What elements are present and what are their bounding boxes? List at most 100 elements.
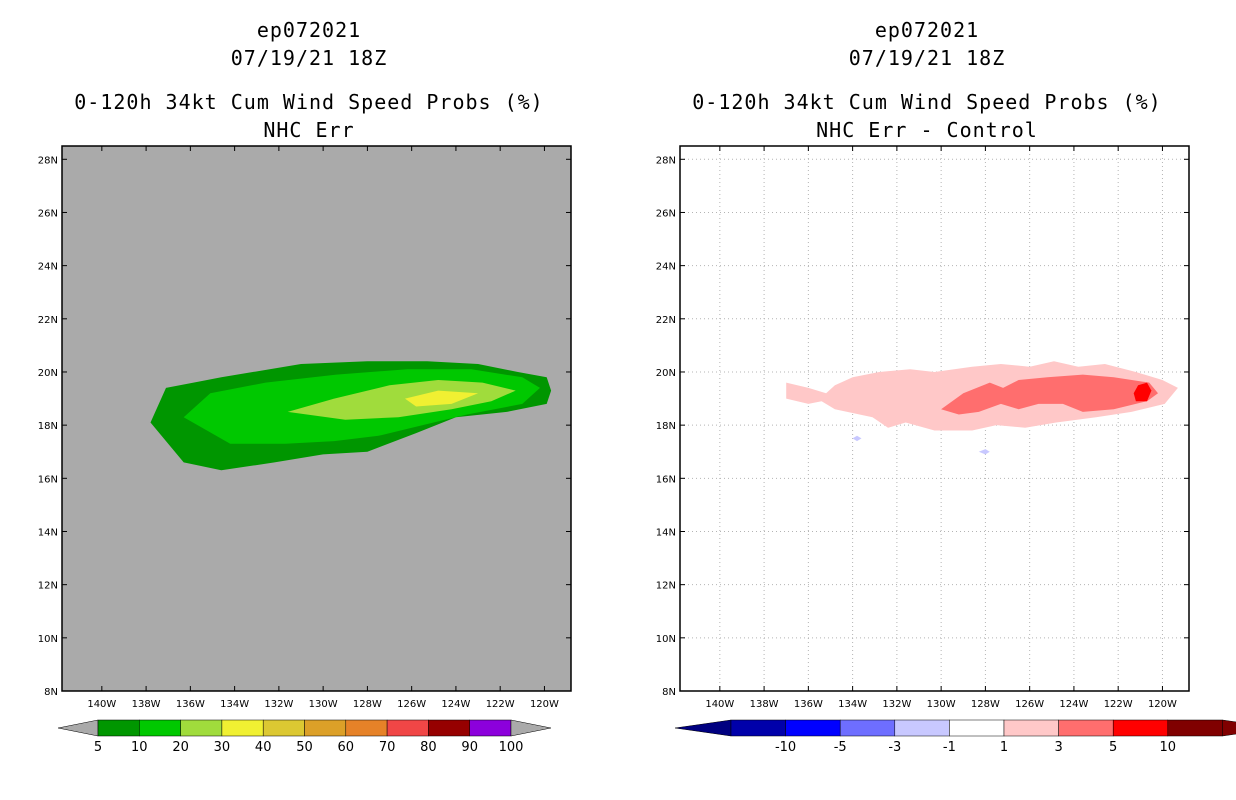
chart-subtitle: NHC Err xyxy=(263,118,355,142)
y-tick-label: 18N xyxy=(38,421,58,432)
plot-frame xyxy=(679,145,1190,692)
y-tick-label: 22N xyxy=(656,315,676,326)
y-tick-label: 10N xyxy=(38,634,58,645)
colorbar-label: 5 xyxy=(1109,740,1117,755)
colorbar-box xyxy=(97,719,140,737)
colorbar-label: 5 xyxy=(94,740,102,755)
colorbar-label: 50 xyxy=(296,740,313,755)
datetime-title: 07/19/21 18Z xyxy=(230,46,388,70)
x-tick-label: 140W xyxy=(705,699,734,710)
colorbar-box xyxy=(180,719,223,737)
y-tick-label: 24N xyxy=(38,262,58,273)
colorbar-label: 70 xyxy=(379,740,396,755)
colorbar-label: -3 xyxy=(888,740,901,755)
chart-title: 0-120h 34kt Cum Wind Speed Probs (%) xyxy=(74,90,544,114)
colorbar-under-triangle xyxy=(674,719,732,737)
colorbar-over-triangle xyxy=(1222,719,1236,737)
colorbar-label: 1 xyxy=(1000,740,1008,755)
x-tick-label: 122W xyxy=(1104,699,1133,710)
y-tick-label: 20N xyxy=(38,368,58,379)
colorbar-box xyxy=(221,719,264,737)
left-panel: ep072021 07/19/21 18Z 0-120h 34kt Cum Wi… xyxy=(38,18,572,755)
contour-30 xyxy=(405,390,479,407)
nhc-err-map: 140W 138W 136W 134W 132W 130W 128W 126W 124W 122W… xyxy=(38,145,572,710)
x-tick-label: 130W xyxy=(309,699,338,710)
y-tick-label: 14N xyxy=(38,527,58,538)
colorbar-label: 20 xyxy=(172,740,189,755)
y-tick-label: 22N xyxy=(38,315,58,326)
colorbar-box xyxy=(386,719,429,737)
colorbar-label: -10 xyxy=(775,740,796,755)
colorbar-box xyxy=(1167,719,1223,737)
colorbar-box xyxy=(1058,719,1114,737)
y-tick-label: 28N xyxy=(38,155,58,166)
colorbar-box xyxy=(345,719,388,737)
colorbar-box xyxy=(839,719,896,737)
y-tick-label: 26N xyxy=(656,208,676,219)
colorbar-box xyxy=(785,719,841,737)
colorbar-box xyxy=(469,719,512,737)
x-tick-label: 124W xyxy=(441,699,470,710)
contour-3 xyxy=(941,374,1158,415)
y-tick-label: 18N xyxy=(656,421,676,432)
y-tick-label: 8N xyxy=(44,687,58,698)
x-tick-label: 136W xyxy=(176,699,205,710)
colorbar-box xyxy=(428,719,470,737)
x-tick-label: 132W xyxy=(882,699,911,710)
x-tick-label: 120W xyxy=(530,699,559,710)
x-tick-label: 128W xyxy=(971,699,1000,710)
y-tick-label: 14N xyxy=(656,527,676,538)
colorbar-label: 40 xyxy=(255,740,272,755)
contour-20 xyxy=(287,380,516,420)
colorbar-label: 100 xyxy=(499,740,524,755)
colorbar-label: 60 xyxy=(338,740,355,755)
plot-frame xyxy=(61,145,572,692)
colorbar-label: 30 xyxy=(214,740,231,755)
colorbar-label: 10 xyxy=(1160,740,1177,755)
y-tick-label: 10N xyxy=(656,634,676,645)
x-tick-label: 138W xyxy=(132,699,161,710)
x-tick-label: 124W xyxy=(1059,699,1088,710)
y-tick-label: 16N xyxy=(38,474,58,485)
storm-id-title: ep072021 xyxy=(256,18,362,42)
y-tick-label: 8N xyxy=(662,687,676,698)
colorbar-over-triangle xyxy=(510,719,552,737)
datetime-title: 07/19/21 18Z xyxy=(848,46,1006,70)
y-tick-label: 20N xyxy=(656,368,676,379)
colorbar-label: 90 xyxy=(461,740,478,755)
colorbar-box xyxy=(262,719,305,737)
x-tick-label: 126W xyxy=(1015,699,1044,710)
colorbar-box xyxy=(949,719,1005,737)
right-panel: ep072021 07/19/21 18Z 0-120h 34kt Cum Wi… xyxy=(618,0,1236,800)
difference-colorbar: -10 -5 -3 -1 1 3 5 10 xyxy=(674,719,1236,755)
x-tick-label: 120W xyxy=(1148,699,1177,710)
colorbar-box xyxy=(894,719,950,737)
colorbar-label: -1 xyxy=(943,740,956,755)
y-tick-label: 12N xyxy=(38,581,58,592)
colorbar-box xyxy=(304,719,347,737)
x-tick-label: 132W xyxy=(264,699,293,710)
x-tick-label: 128W xyxy=(353,699,382,710)
colorbar-label: 3 xyxy=(1054,740,1062,755)
x-tick-label: 134W xyxy=(220,699,249,710)
contour--1 xyxy=(978,449,990,455)
colorbar-label: 80 xyxy=(420,740,437,755)
y-tick-label: 16N xyxy=(656,474,676,485)
colorbar-under-triangle xyxy=(57,719,99,737)
x-tick-label: 126W xyxy=(397,699,426,710)
chart-subtitle: NHC Err - Control xyxy=(816,118,1038,142)
contour-5 xyxy=(1133,382,1152,402)
chart-title: 0-120h 34kt Cum Wind Speed Probs (%) xyxy=(692,90,1162,114)
difference-map: 140W 138W 136W 134W 132W 130W 128W 126W 124W 122W… xyxy=(656,145,1190,710)
contour--1 xyxy=(852,435,862,442)
x-tick-label: 140W xyxy=(87,699,116,710)
x-tick-label: 136W xyxy=(794,699,823,710)
colorbar-box xyxy=(1112,719,1169,737)
storm-id-title: ep072021 xyxy=(874,18,980,42)
y-tick-label: 24N xyxy=(656,262,676,273)
x-tick-label: 138W xyxy=(750,699,779,710)
y-tick-label: 26N xyxy=(38,208,58,219)
colorbar-box xyxy=(730,719,786,737)
colorbar-box xyxy=(139,719,181,737)
y-tick-label: 12N xyxy=(656,581,676,592)
